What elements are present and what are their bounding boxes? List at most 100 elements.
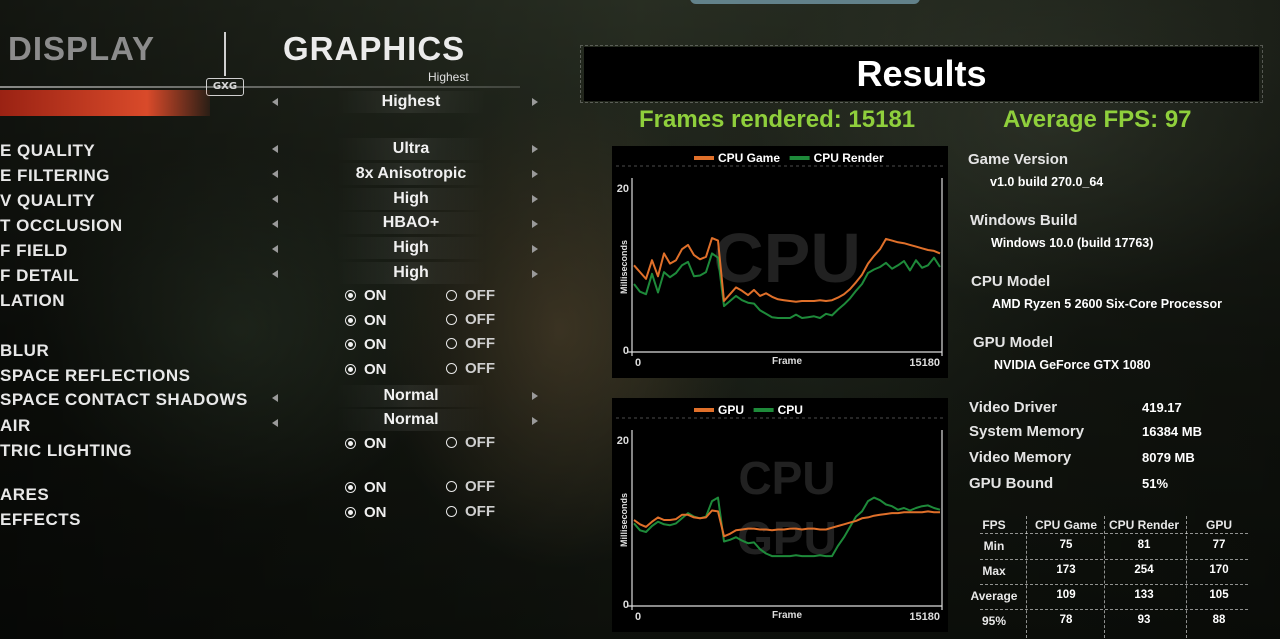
preset-subtitle: Highest: [428, 70, 469, 84]
arrow-right-icon[interactable]: [532, 245, 538, 253]
legend-label: CPU Render: [814, 151, 884, 165]
windows-build-label: Windows Build: [970, 212, 1078, 229]
radio-off-icon: [446, 338, 457, 349]
x-tick-label: 15180: [909, 611, 940, 623]
cpu-frame-time-chart: CPU CPU Game CPU Render 0 20 Milliseconds 0 151…: [612, 146, 948, 378]
arrow-left-icon[interactable]: [272, 145, 278, 153]
tab-underline: [0, 86, 520, 88]
setting-value-hair[interactable]: Normal: [336, 409, 486, 431]
on-label: ON: [364, 504, 387, 521]
toggle-on[interactable]: ON: [345, 310, 387, 332]
arrow-left-icon[interactable]: [272, 245, 278, 253]
radio-on-icon: [345, 482, 356, 493]
toggle-on[interactable]: ON: [345, 477, 387, 499]
tab-graphics[interactable]: GRAPHICS: [283, 30, 466, 67]
toggle-on[interactable]: ON: [345, 502, 387, 524]
setting-value-ambient-occlusion[interactable]: HBAO+: [336, 212, 486, 234]
setting-value-texture-quality[interactable]: Ultra: [336, 138, 486, 160]
arrow-right-icon[interactable]: [532, 220, 538, 228]
series-line: [633, 509, 940, 538]
on-label: ON: [364, 361, 387, 378]
off-label: OFF: [465, 335, 495, 352]
setting-label-contact-shadows[interactable]: SPACE CONTACT SHADOWS: [0, 390, 248, 409]
table-cell: 173: [1056, 564, 1076, 576]
tab-display[interactable]: DISPLAY: [8, 30, 155, 67]
setting-label-lens-flares[interactable]: ARES: [0, 485, 50, 504]
toggle-off[interactable]: OFF: [446, 501, 495, 523]
table-row-label: Min: [983, 539, 1005, 553]
arrow-right-icon[interactable]: [532, 392, 538, 400]
table-divider: [980, 584, 1248, 585]
radio-off-icon: [446, 481, 457, 492]
toggle-off[interactable]: OFF: [446, 309, 495, 331]
toggle-off[interactable]: OFF: [446, 333, 495, 355]
arrow-left-icon[interactable]: [272, 98, 278, 106]
legend-label: CPU: [778, 403, 803, 417]
setting-value-contact-shadows[interactable]: Normal: [336, 385, 486, 407]
table-cell: 105: [1209, 589, 1229, 601]
toggle-on[interactable]: ON: [345, 359, 387, 381]
toggle-off[interactable]: OFF: [446, 358, 495, 380]
setting-value-depth-of-field[interactable]: High: [336, 237, 486, 259]
setting-value-shadow-quality[interactable]: High: [336, 188, 486, 210]
arrow-right-icon[interactable]: [532, 195, 538, 203]
legend-swatch: [789, 156, 810, 160]
table-cell: 133: [1134, 589, 1154, 601]
y-axis-label: Milliseconds: [619, 493, 629, 547]
setting-label-screen-space-reflections[interactable]: SPACE REFLECTIONS: [0, 366, 191, 385]
arrow-right-icon[interactable]: [532, 270, 538, 278]
arrow-left-icon[interactable]: [272, 220, 278, 228]
setting-label-motion-blur[interactable]: BLUR: [0, 341, 50, 360]
arrow-right-icon[interactable]: [532, 417, 538, 425]
legend-label: GPU: [718, 403, 744, 417]
arrow-right-icon[interactable]: [532, 98, 538, 106]
setting-label-shadow-quality[interactable]: V QUALITY: [0, 191, 96, 210]
table-row-label: Average: [970, 589, 1018, 603]
video-driver-value: 419.17: [1142, 400, 1182, 415]
setting-label-hair[interactable]: AIR: [0, 416, 31, 435]
toggle-off[interactable]: OFF: [446, 476, 495, 498]
toggle-off[interactable]: OFF: [446, 285, 495, 307]
setting-label-screen-effects[interactable]: EFFECTS: [0, 510, 81, 529]
setting-value-texture-filtering[interactable]: 8x Anisotropic: [336, 163, 486, 185]
arrow-right-icon[interactable]: [532, 170, 538, 178]
toggle-on[interactable]: ON: [345, 285, 387, 307]
setting-label-level-of-detail[interactable]: F DETAIL: [0, 266, 80, 285]
y-tick-label: 0: [623, 345, 629, 357]
legend-label: CPU Game: [718, 151, 780, 165]
preset-value[interactable]: Highest: [336, 91, 486, 113]
setting-label-texture-quality[interactable]: E QUALITY: [0, 141, 96, 160]
table-divider: [980, 559, 1248, 560]
table-cell: 109: [1056, 589, 1076, 601]
off-label: OFF: [465, 478, 495, 495]
setting-label-volumetric-lighting[interactable]: TRIC LIGHTING: [0, 441, 133, 460]
toggle-on[interactable]: ON: [345, 433, 387, 455]
setting-label-depth-of-field[interactable]: F FIELD: [0, 241, 68, 260]
radio-on-icon: [345, 507, 356, 518]
setting-label-ambient-occlusion[interactable]: T OCCLUSION: [0, 216, 123, 235]
arrow-left-icon[interactable]: [272, 170, 278, 178]
windows-build-value: Windows 10.0 (build 17763): [991, 236, 1154, 250]
toggle-off[interactable]: OFF: [446, 432, 495, 454]
arrow-left-icon[interactable]: [272, 195, 278, 203]
setting-label-tessellation[interactable]: LATION: [0, 291, 66, 310]
arrow-left-icon[interactable]: [272, 419, 278, 427]
arrow-left-icon[interactable]: [272, 394, 278, 402]
setting-value-level-of-detail[interactable]: High: [336, 262, 486, 284]
results-title: Results: [856, 53, 987, 94]
arrow-right-icon[interactable]: [532, 145, 538, 153]
on-label: ON: [364, 479, 387, 496]
system-memory-label: System Memory: [969, 423, 1085, 440]
setting-label-texture-filtering[interactable]: E FILTERING: [0, 166, 111, 185]
table-divider: [1026, 516, 1027, 638]
table-header: CPU Render: [1108, 518, 1179, 532]
radio-on-icon: [345, 438, 356, 449]
legend-swatch: [753, 408, 774, 412]
y-tick-label: 0: [623, 599, 629, 611]
chart-watermark: CPU: [738, 452, 835, 504]
toggle-on[interactable]: ON: [345, 334, 387, 356]
table-header: CPU Game: [1034, 518, 1098, 532]
video-memory-label: Video Memory: [969, 449, 1072, 466]
arrow-left-icon[interactable]: [272, 270, 278, 278]
y-axis-label: Milliseconds: [619, 240, 629, 294]
